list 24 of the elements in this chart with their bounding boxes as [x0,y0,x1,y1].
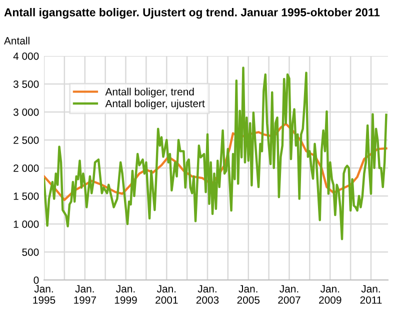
x-tick-label: Jan. 2007 [278,285,300,304]
x-tick-label: Jan. 1997 [74,285,96,304]
y-tick-label: 500 [22,248,39,256]
y-tick-label: 2 000 [14,164,39,172]
y-tick-label: 2 500 [14,136,39,144]
y-tick-label: 0 [34,276,39,284]
y-axis-title: Antall [4,36,30,44]
line-series [44,66,388,240]
legend-label: Antall boliger, ujustert [105,100,205,110]
legend-label: Antall boliger, trend [105,88,194,98]
x-tick-label: Jan. 2005 [237,285,260,304]
y-tick-label: 4 000 [13,52,39,60]
x-tick-label: Jan. 2009 [319,285,342,304]
x-tick-label: Jan. 2011 [360,285,382,304]
x-tick-label: Jan. 2003 [196,285,219,304]
x-tick-label: Jan. 1999 [114,285,137,304]
y-tick-label: 1 000 [14,220,39,228]
x-tick-label: Jan. 1995 [33,285,56,304]
y-tick-label: 3 000 [13,108,39,116]
y-tick-label: 1 500 [14,192,39,200]
line-series [44,122,388,202]
y-tick-label: 3 500 [13,80,39,88]
x-tick-label: Jan. 2001 [156,285,178,304]
chart-title: Antall igangsatte boliger. Ujustert og trend. Januar 1995-oktober 2011 [4,8,380,19]
